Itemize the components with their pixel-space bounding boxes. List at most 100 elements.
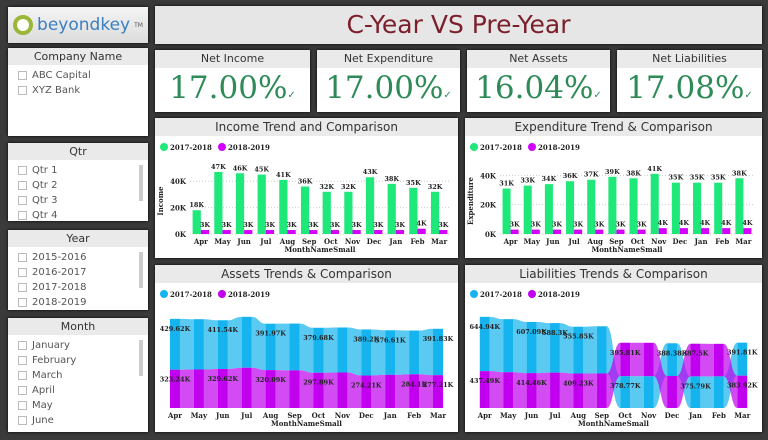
ribbon-bar[interactable] (713, 376, 724, 408)
checkbox[interactable] (18, 166, 27, 175)
checkbox[interactable] (18, 181, 27, 190)
ribbon-bar[interactable] (265, 370, 276, 408)
checkbox[interactable] (18, 386, 27, 395)
ribbon-bar[interactable] (337, 327, 348, 373)
checkbox[interactable] (18, 71, 27, 80)
ribbon-bar[interactable] (433, 375, 444, 408)
ribbon-bar[interactable] (289, 323, 300, 371)
ribbon-bar[interactable] (667, 375, 677, 408)
checkbox[interactable] (18, 196, 27, 205)
slicer-option[interactable]: 2017-2018 (8, 280, 148, 295)
ribbon-bar[interactable] (361, 329, 372, 376)
bar[interactable] (417, 228, 426, 234)
scrollbar[interactable] (139, 252, 143, 288)
ribbon-bar[interactable] (337, 372, 348, 408)
bar[interactable] (409, 187, 418, 234)
bar[interactable] (214, 171, 223, 234)
ribbon-bar[interactable] (596, 326, 607, 374)
ribbon-bar[interactable] (737, 342, 748, 376)
scrollbar[interactable] (139, 165, 143, 201)
bar[interactable] (616, 229, 625, 234)
slicer-option[interactable]: ABC Capital (8, 68, 148, 83)
slicer-option[interactable]: XYZ Bank (8, 83, 148, 98)
bar[interactable] (679, 228, 688, 234)
checkbox[interactable] (18, 283, 27, 292)
ribbon-bar[interactable] (503, 372, 514, 408)
ribbon-bar[interactable] (479, 371, 490, 408)
ribbon-bar[interactable] (737, 375, 748, 408)
bar[interactable] (387, 183, 396, 234)
slicer-option[interactable]: February (8, 353, 148, 368)
ribbon-bar[interactable] (526, 321, 537, 374)
ribbon-bar[interactable] (193, 369, 204, 408)
ribbon-bar[interactable] (643, 342, 654, 377)
bar[interactable] (287, 230, 296, 234)
ribbon-bar[interactable] (620, 342, 631, 377)
bar[interactable] (735, 178, 744, 234)
bar[interactable] (222, 230, 231, 234)
bar[interactable] (658, 228, 667, 234)
bar[interactable] (531, 229, 540, 234)
bar[interactable] (714, 182, 723, 234)
checkbox[interactable] (18, 253, 27, 262)
ribbon-bar[interactable] (409, 330, 420, 375)
bar[interactable] (743, 228, 752, 234)
ribbon-bar[interactable] (265, 323, 276, 371)
checkbox[interactable] (18, 298, 27, 307)
checkbox[interactable] (18, 401, 27, 410)
bar[interactable] (566, 181, 575, 234)
slicer-option[interactable]: 2015-2016 (8, 250, 148, 265)
slicer-option[interactable]: Qtr 1 (8, 163, 148, 178)
bar[interactable] (374, 230, 383, 234)
ribbon-bar[interactable] (217, 320, 228, 369)
slicer-option[interactable]: 2016-2017 (8, 265, 148, 280)
bar[interactable] (300, 186, 310, 234)
bar[interactable] (608, 176, 617, 234)
slicer-option[interactable]: Qtr 4 (8, 208, 148, 221)
ribbon-bar[interactable] (217, 368, 228, 408)
ribbon-bar[interactable] (573, 326, 584, 374)
bar[interactable] (439, 230, 448, 234)
ribbon-bar[interactable] (409, 374, 420, 408)
ribbon-bar[interactable] (313, 372, 324, 408)
ribbon-bar[interactable] (620, 376, 631, 408)
slicer-option[interactable]: 2018-2019 (8, 295, 148, 310)
slicer-option[interactable]: January (8, 338, 148, 353)
checkbox[interactable] (18, 416, 27, 425)
ribbon-bar[interactable] (690, 376, 701, 408)
checkbox[interactable] (18, 356, 27, 365)
ribbon-bar[interactable] (169, 369, 180, 408)
checkbox[interactable] (18, 86, 27, 95)
slicer-option[interactable]: June (8, 413, 148, 428)
bar[interactable] (344, 191, 353, 234)
bar[interactable] (330, 230, 340, 234)
bar[interactable] (722, 228, 731, 234)
slicer-option[interactable]: April (8, 383, 148, 398)
bar[interactable] (235, 173, 245, 234)
ribbon-bar[interactable] (193, 319, 204, 370)
ribbon-bar[interactable] (241, 316, 252, 368)
slicer-option[interactable]: March (8, 368, 148, 383)
bar[interactable] (309, 230, 318, 234)
bar[interactable] (552, 229, 561, 234)
bar[interactable] (200, 230, 210, 234)
bar[interactable] (395, 230, 405, 234)
ribbon-bar[interactable] (667, 343, 677, 376)
bar[interactable] (650, 173, 659, 234)
bar[interactable] (244, 230, 253, 234)
bar[interactable] (701, 228, 710, 234)
ribbon-bar[interactable] (643, 376, 654, 408)
bar[interactable] (365, 177, 375, 234)
slicer-option[interactable]: Qtr 3 (8, 193, 148, 208)
ribbon-bar[interactable] (573, 373, 584, 408)
ribbon-bar[interactable] (550, 323, 560, 373)
ribbon-bar[interactable] (241, 367, 252, 408)
checkbox[interactable] (18, 211, 27, 220)
bar[interactable] (192, 210, 201, 234)
ribbon-bar[interactable] (503, 319, 514, 373)
ribbon-bar[interactable] (550, 372, 560, 408)
ribbon-bar[interactable] (479, 316, 490, 372)
bar[interactable] (629, 178, 638, 234)
checkbox[interactable] (18, 371, 27, 380)
bar[interactable] (595, 229, 604, 234)
